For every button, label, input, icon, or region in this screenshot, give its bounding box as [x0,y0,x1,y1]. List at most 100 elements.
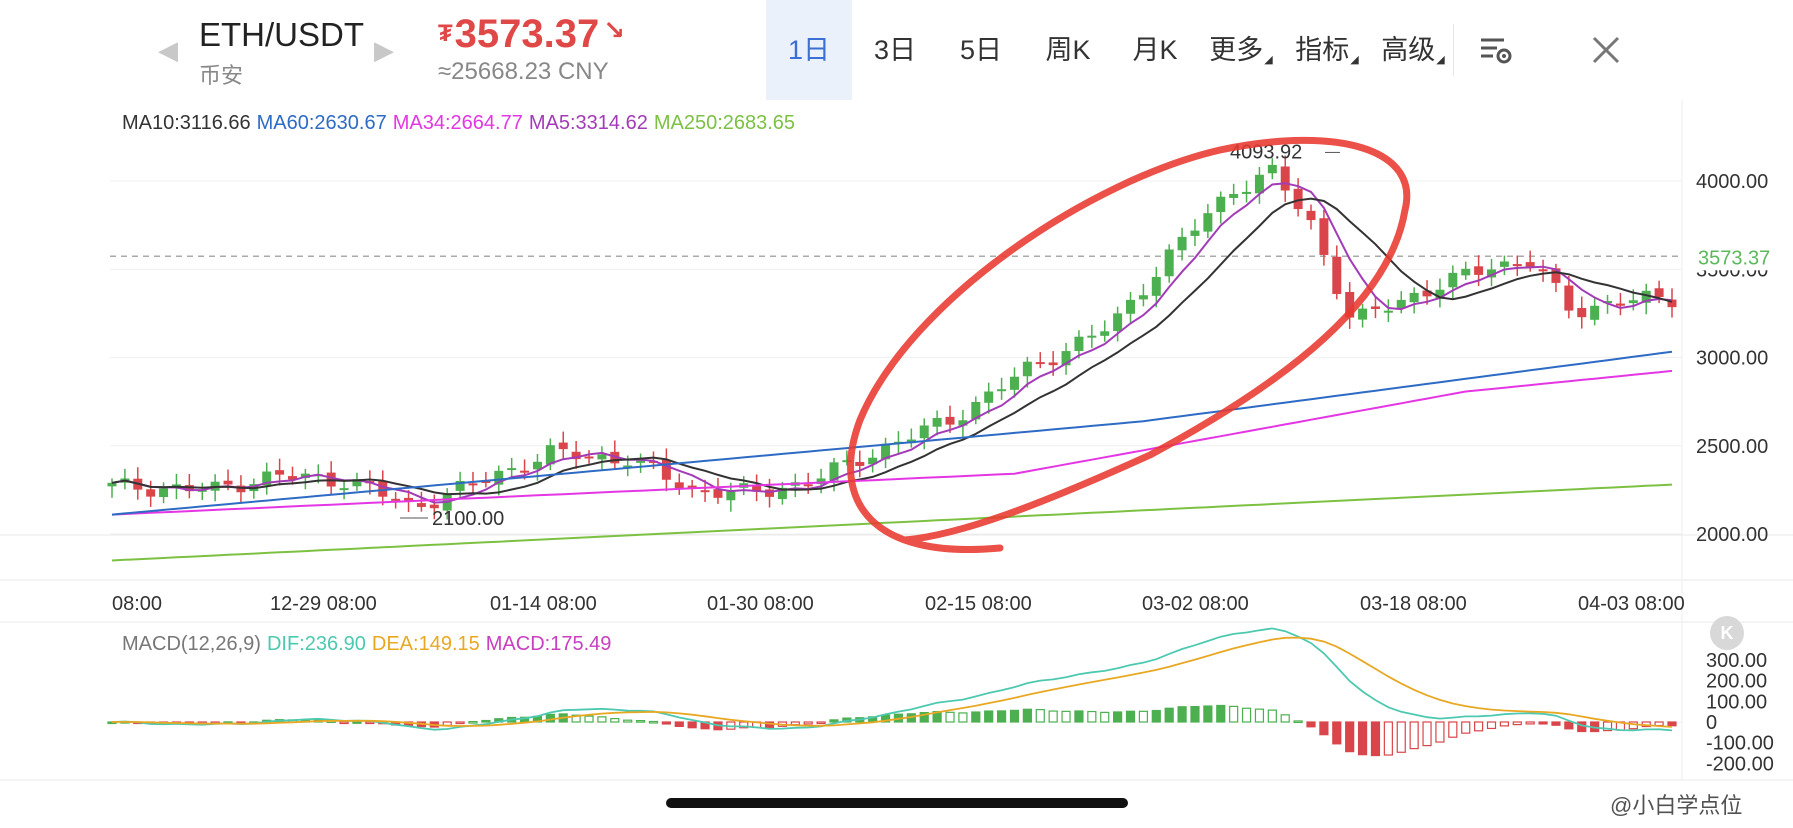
candle-body [520,470,530,473]
macd-bar [1383,721,1393,756]
macd-bar [1319,721,1329,736]
macd-bar [1087,710,1097,723]
candle-body [1525,262,1535,267]
macd-tick-label: 200.00 [1706,671,1767,693]
divider [1453,24,1454,76]
macd-bar [1138,710,1149,723]
candle-body [571,451,581,460]
tab-period[interactable]: 高级◢ [1370,0,1456,100]
candle-body [262,471,272,486]
tab-period[interactable]: 3日 [852,0,938,100]
macd-bar [1357,721,1368,756]
time-tick-label: 08:00 [112,593,162,615]
macd-tick-label: 100.00 [1706,691,1767,713]
macd-bar [597,716,607,723]
dif-line [111,627,1673,732]
candle-body [1435,289,1445,299]
candle-body [1551,268,1561,283]
candle-body [584,456,594,459]
ma-legend-item: MA5:3314.62 [528,112,648,134]
macd-bar [1461,721,1471,734]
close-icon[interactable] [1586,30,1626,70]
chevron-left-icon[interactable]: ◀ [158,35,178,65]
macd-bar [571,714,581,723]
dropdown-icon: ◢ [1264,54,1273,66]
tab-label: 指标 [1295,35,1350,65]
tab-period[interactable]: 指标◢ [1284,0,1370,100]
macd-bar [1409,721,1419,750]
candle-body [1087,335,1097,338]
macd-bar [1177,706,1187,723]
tab-period[interactable]: 周K [1024,0,1112,100]
macd-bar [1293,720,1303,724]
macd-bar [1345,721,1355,753]
candle-body [146,489,156,497]
tab-period[interactable]: 1日 [766,0,852,100]
macd-bar [1048,710,1058,723]
candle-body [1113,313,1123,332]
candle-body [868,457,878,465]
macd-bar [803,721,813,725]
macd-bar [1448,721,1458,738]
chart-settings-icon[interactable] [1478,32,1514,68]
macd-bar [1667,721,1677,727]
candle-body [713,489,723,498]
macd-bar [958,712,968,723]
price-value: 3573.37 [454,12,600,56]
candle-body [223,480,233,485]
candle-body [507,468,517,471]
macd-bar [1551,721,1561,726]
macd-bar [635,720,646,723]
macd-bar [1370,721,1381,757]
candle-body [855,461,865,466]
chevron-right-icon[interactable]: ▶ [374,35,394,65]
ma-legend: MA10:3116.66 MA60:2630.67 MA34:2664.77 MA5:… [122,112,801,135]
trading-pair[interactable]: ETH/USDT [199,16,364,53]
macd-bar [365,721,375,725]
macd-bar [1512,721,1522,726]
candle-body [287,476,297,480]
candle-body [1370,306,1380,310]
tab-label: 月K [1132,35,1178,65]
candle-body [1267,164,1277,174]
tab-period[interactable]: 更多◢ [1198,0,1284,100]
candle-body [700,490,710,493]
current-price-bg [1684,242,1793,271]
candle-body [1667,299,1677,308]
macd-bar [1602,721,1613,732]
candle-body [455,480,465,491]
macd-bar [1113,711,1123,723]
k-badge[interactable]: K [1710,616,1744,650]
tab-label: 高级 [1381,35,1436,65]
candle-body [932,417,942,427]
candle-body [1048,362,1058,366]
candle-body [1564,285,1574,311]
candle-body [958,420,968,426]
macd-bar [945,711,955,723]
price-cny: ≈25668.23 CNY [438,58,609,85]
macd-tick-label: -200.00 [1706,753,1774,775]
tab-period[interactable]: 月K [1112,0,1198,100]
candle-body [1242,191,1252,194]
candle-body [674,482,684,489]
exchange-name: 币安 [199,63,244,88]
ma5-line [111,182,1673,504]
macd-bar [1499,721,1509,727]
candle-body [919,425,929,439]
macd-bar [468,720,478,724]
macd-bar [1164,707,1174,723]
current-price-label: 3573.37 [1698,247,1770,269]
candle-body [1177,236,1187,251]
price-chart[interactable]: 2000.002500.003000.003500.004000.00300.0… [0,0,1793,800]
ma250-line [111,483,1673,562]
candle-body [816,478,826,485]
ma34-line [111,369,1673,516]
macd-bar [1035,709,1045,723]
candle-body [391,498,401,501]
tab-label: 1日 [787,35,831,65]
time-tick-label: 01-14 08:00 [490,593,597,615]
candle-body [1409,292,1419,303]
macd-bar [1100,711,1110,723]
tab-period[interactable]: 5日 [938,0,1024,100]
candle-body [648,460,658,463]
